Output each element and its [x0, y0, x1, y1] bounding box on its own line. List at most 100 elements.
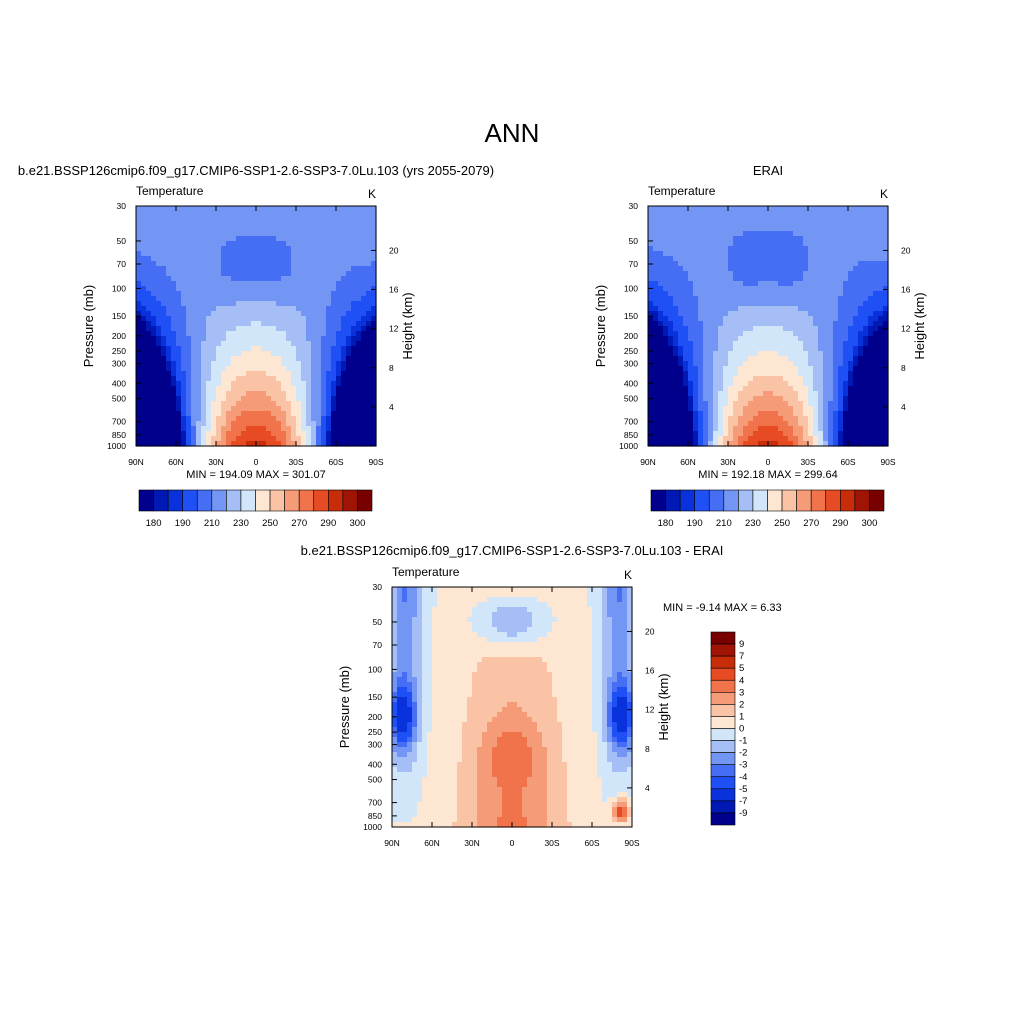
field-cell — [136, 206, 142, 212]
field-cell — [256, 241, 262, 247]
field-cell — [226, 431, 232, 437]
field-cell — [166, 426, 172, 432]
field-cell — [723, 391, 729, 397]
field-cell — [878, 211, 884, 217]
field-cell — [321, 346, 327, 352]
field-cell — [361, 441, 367, 447]
field-cell — [211, 411, 217, 417]
field-cell — [793, 296, 799, 302]
field-cell — [843, 401, 849, 407]
field-cell — [658, 376, 664, 382]
field-cell — [291, 311, 297, 317]
field-cell — [136, 236, 142, 242]
field-cell — [798, 421, 804, 427]
field-cell — [281, 216, 287, 222]
colorbar-box — [650, 489, 666, 512]
field-cell — [803, 391, 809, 397]
field-cell — [271, 376, 277, 382]
field-cell — [221, 316, 227, 322]
field-cell — [818, 361, 824, 367]
field-cell — [351, 286, 357, 292]
y-right-tick-label: 4 — [901, 402, 906, 412]
field-cell — [738, 216, 744, 222]
field-cell — [351, 316, 357, 322]
field-cell — [843, 431, 849, 437]
field-cell — [798, 331, 804, 337]
field-cell — [166, 396, 172, 402]
field-cell — [261, 291, 267, 297]
y-tick-label: 250 — [624, 346, 638, 356]
field-cell — [522, 587, 528, 593]
field-cell — [301, 311, 307, 317]
field-cell — [371, 426, 377, 432]
field-cell — [843, 346, 849, 352]
field-cell — [371, 251, 377, 257]
field-cell — [778, 251, 784, 257]
field-cell — [171, 371, 177, 377]
field-cell — [733, 276, 739, 282]
field-cell — [723, 291, 729, 297]
field-cell — [266, 251, 272, 257]
field-cell — [226, 316, 232, 322]
field-cell — [321, 206, 327, 212]
field-cell — [823, 306, 829, 312]
field-cell — [371, 231, 377, 237]
field-cell — [693, 211, 699, 217]
field-cell — [703, 431, 709, 437]
field-cell — [251, 371, 257, 377]
field-cell — [803, 246, 809, 252]
field-cell — [181, 356, 187, 362]
field-cell — [196, 286, 202, 292]
field-cell — [226, 351, 232, 357]
field-cell — [336, 426, 342, 432]
field-cell — [271, 386, 277, 392]
field-cell — [783, 301, 789, 307]
field-cell — [728, 286, 734, 292]
field-cell — [758, 356, 764, 362]
field-cell — [883, 401, 889, 407]
field-cell — [738, 326, 744, 332]
field-cell — [346, 421, 352, 427]
field-cell — [291, 406, 297, 412]
field-cell — [848, 416, 854, 422]
field-cell — [221, 341, 227, 347]
field-cell — [728, 266, 734, 272]
field-cell — [813, 426, 819, 432]
field-cell — [723, 281, 729, 287]
field-cell — [151, 301, 157, 307]
field-cell — [201, 271, 207, 277]
field-cell — [773, 401, 779, 407]
field-cell — [246, 411, 252, 417]
field-cell — [838, 366, 844, 372]
field-cell — [361, 311, 367, 317]
field-cell — [261, 361, 267, 367]
field-cell — [788, 226, 794, 232]
field-cell — [838, 426, 844, 432]
field-cell — [341, 421, 347, 427]
field-cell — [171, 361, 177, 367]
field-cell — [291, 221, 297, 227]
field-cell — [678, 271, 684, 277]
field-cell — [883, 226, 889, 232]
field-cell — [733, 241, 739, 247]
field-cell — [136, 371, 142, 377]
field-cell — [271, 216, 277, 222]
field-cell — [331, 336, 337, 342]
field-cell — [798, 226, 804, 232]
field-cell — [798, 216, 804, 222]
field-cell — [673, 356, 679, 362]
field-cell — [241, 256, 247, 262]
field-cell — [567, 602, 573, 608]
field-cell — [668, 401, 674, 407]
field-cell — [803, 411, 809, 417]
field-cell — [231, 206, 237, 212]
field-cell — [878, 396, 884, 402]
field-cell — [161, 361, 167, 367]
field-cell — [271, 221, 277, 227]
field-cell — [753, 331, 759, 337]
field-cell — [151, 396, 157, 402]
field-cell — [743, 376, 749, 382]
field-cell — [291, 206, 297, 212]
field-cell — [658, 411, 664, 417]
field-cell — [146, 441, 152, 447]
